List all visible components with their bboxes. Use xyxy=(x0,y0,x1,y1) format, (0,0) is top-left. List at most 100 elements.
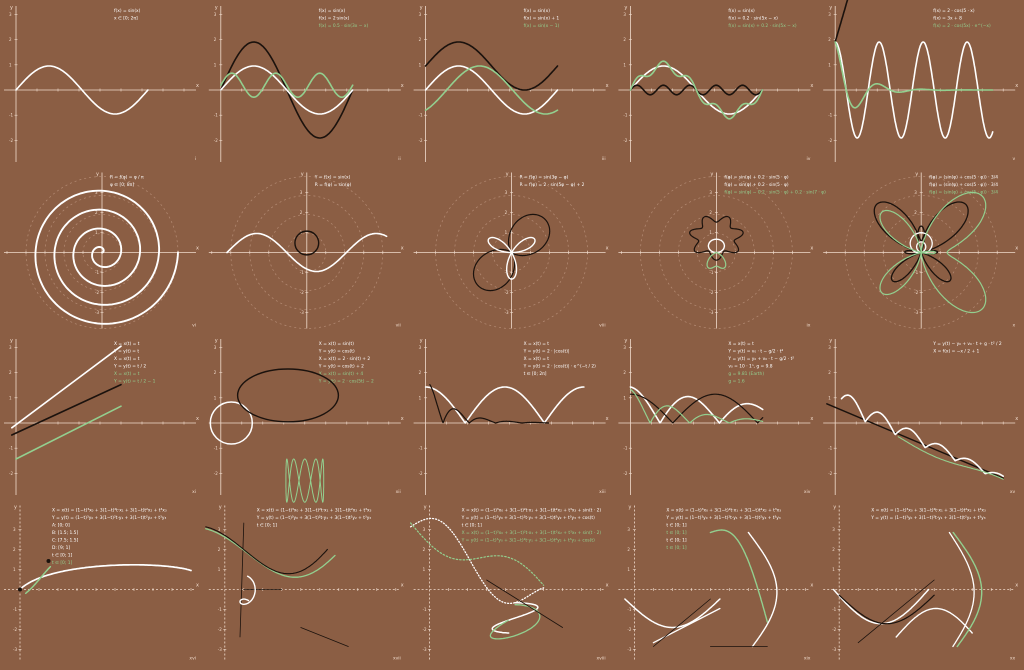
y-tick-label: 1 xyxy=(214,62,217,67)
y-axis-label: y xyxy=(215,338,218,344)
formula-XIV-5: g = 1.6 xyxy=(728,379,744,385)
y-tick-label: 3 xyxy=(419,345,422,350)
x-axis-label: x xyxy=(196,83,199,89)
y-tick-label: 2 xyxy=(623,37,626,42)
y-tick-label: 2 xyxy=(218,547,221,552)
curves-VIII xyxy=(472,213,551,292)
y-tick-label: 3 xyxy=(95,190,98,195)
y-tick-label: -3 xyxy=(95,310,99,315)
formula-XIV-3: v₀ = 10 · 1ⁿ, g = 9.8 xyxy=(728,364,772,370)
formula-XI-1: Y = y(t) = t xyxy=(113,349,139,355)
formula-XV-0: Y = y(t) − y₀ + v₀ · t + g · t² / 2 xyxy=(932,341,1002,347)
panel-label: ii xyxy=(398,156,401,162)
formula-XVI-6: t ∈ [0; 1] xyxy=(52,553,73,559)
panel-XIV: x y -2 -1 1 2 3 X = x(t) = t Y = y(t) = v₀ · t −… xyxy=(618,338,813,495)
formula-VIII-0: R = f(φ) = sin(3φ − φ) xyxy=(520,175,569,181)
formula-XVIII-0: X = x(t) = (1−t)³x₀ + 3(1−t)²t·x₁ + 3(1−… xyxy=(462,508,602,514)
formula-XIII-3: Y = y(t) = 2 · |cos(t)| · e^(−t / 2) xyxy=(523,364,597,370)
y-tick-label: 2 xyxy=(13,547,16,552)
y-tick-label: 2 xyxy=(9,370,12,375)
formula-XVI-1: Y = y(t) = (1−t)³y₀ + 3(1−t)²t·y₁ + 3(1−… xyxy=(51,515,166,521)
formula-XI-3: Y = y(t) = t / 2 xyxy=(113,364,146,370)
curve-butterfly-black xyxy=(873,201,969,283)
formula-XI-2: X = x(t) = t xyxy=(114,356,140,362)
y-axis-label: y xyxy=(915,172,918,178)
y-tick-label: -3 xyxy=(300,310,304,315)
y-tick-label: 1 xyxy=(914,230,917,235)
y-tick-label: -2 xyxy=(623,138,627,143)
y-tick-label: 3 xyxy=(828,12,831,17)
y-tick-label: 1 xyxy=(832,567,835,572)
y-tick-label: 1 xyxy=(214,395,217,400)
curve-bounce-black xyxy=(429,384,550,424)
curve-black-1 xyxy=(838,594,935,625)
panel-X: x y -3 -2 -1 1 2 3 f(φ) = (sin(φ) + cos(5 · φ)) … xyxy=(823,172,1018,329)
y-axis-label: y xyxy=(624,5,627,11)
curves-VII xyxy=(226,230,388,273)
y-tick-label: 3 xyxy=(623,345,626,350)
curve-loop-white xyxy=(239,575,256,605)
formula-II-0: f(x) = sin(x) xyxy=(319,8,346,14)
curves-I xyxy=(15,65,149,115)
formula-XIX-0: X = x(t) = (1−t)³x₀ + 3(1−t)²t·x₁ + 3(1−… xyxy=(666,508,781,514)
y-tick-label: -3 xyxy=(505,310,509,315)
y-tick-label: 1 xyxy=(828,62,831,67)
formula-XIII-2: X = x(t) = t xyxy=(524,356,550,362)
y-tick-label: -3 xyxy=(832,647,836,652)
y-tick-label: 2 xyxy=(832,547,835,552)
curve-ellipse xyxy=(236,368,340,423)
x-axis-label: x xyxy=(1015,246,1018,252)
curve-dotted-green xyxy=(410,522,545,586)
y-tick-label: -1 xyxy=(709,270,713,275)
y-axis-label: y xyxy=(833,505,836,511)
curve-dotted-white xyxy=(409,517,545,605)
y-tick-label: -1 xyxy=(95,270,99,275)
y-axis-label: y xyxy=(624,338,627,344)
handle-line xyxy=(239,522,245,638)
formula-IV-2: f(x) = sin(x) + 0.2 · sin(5x − x) xyxy=(728,23,796,29)
y-tick-label: 3 xyxy=(828,345,831,350)
x-axis-label: x xyxy=(196,416,199,422)
formula-XVIII-1: Y = y(t) = (1−t)³y₀ + 3(1−t)²t·y₁ + 3(1−… xyxy=(461,515,596,521)
curve-sum xyxy=(629,60,764,120)
curve-sin xyxy=(15,65,149,115)
formula-XVII-0: X = x(t) = (1−t)³x₀ + 3(1−t)²t·x₁ + 3(1−… xyxy=(257,508,372,514)
formula-IV-1: f(x) = 0.2 · sin(5x − x) xyxy=(728,16,778,22)
panel-label: vi xyxy=(192,323,196,329)
curve-white-2 xyxy=(895,607,973,638)
y-tick-label: -2 xyxy=(832,627,836,632)
line-green xyxy=(15,405,122,460)
panel-label: v xyxy=(1013,157,1016,162)
formula-X-2: f(φ) = (sin(φ) + cos(5 · φ)) · 3/4 xyxy=(929,190,998,196)
formula-XVI-5: D: [9; 1] xyxy=(52,545,70,551)
curve-circle xyxy=(209,401,254,445)
y-tick-label: -2 xyxy=(914,290,918,295)
panel-XX: x y -3 -2 -1 1 2 3 X = x(t) = (1−t)³x₀ + 3(1−t)²… xyxy=(823,505,1018,662)
formula-VI-0: R = f(φ) = φ / π xyxy=(110,175,144,181)
panel-I: x y -2 -1 1 2 3 f(x) = sin(x) x ∈ [0; 2π] i xyxy=(4,5,199,162)
handle-line xyxy=(857,579,935,644)
x-axis-label: x xyxy=(606,583,609,589)
curve-white-1 xyxy=(624,598,721,629)
formula-XX-1: Y = y(t) = (1−t)³y₀ + 3(1−t)²t·y₁ + 3(1−… xyxy=(870,515,985,521)
y-tick-label: -2 xyxy=(13,627,17,632)
y-tick-label: 2 xyxy=(828,370,831,375)
y-tick-label: -2 xyxy=(709,290,713,295)
y-tick-label: -1 xyxy=(9,113,13,118)
y-tick-label: -2 xyxy=(214,471,218,476)
curves-XIV xyxy=(629,386,764,424)
curve-bezier-green xyxy=(24,565,52,595)
y-tick-label: 3 xyxy=(623,12,626,17)
y-axis-label: y xyxy=(215,5,218,11)
formula-XIX-5: t ∈ [0; 1] xyxy=(666,545,687,551)
curve-sine-wave xyxy=(226,232,388,273)
panel-XII: x y -2 -1 1 2 3 X = x(t) = sin(t) Y = y(t) = cos… xyxy=(208,338,404,503)
curve-white-3 xyxy=(948,531,975,648)
panel-label: i xyxy=(195,156,196,162)
y-tick-label: 2 xyxy=(623,370,626,375)
formula-I-1: x ∈ [0; 2π] xyxy=(114,16,138,22)
line-black xyxy=(11,383,122,436)
curve-spiral xyxy=(34,189,179,325)
y-axis-label: y xyxy=(301,172,304,178)
